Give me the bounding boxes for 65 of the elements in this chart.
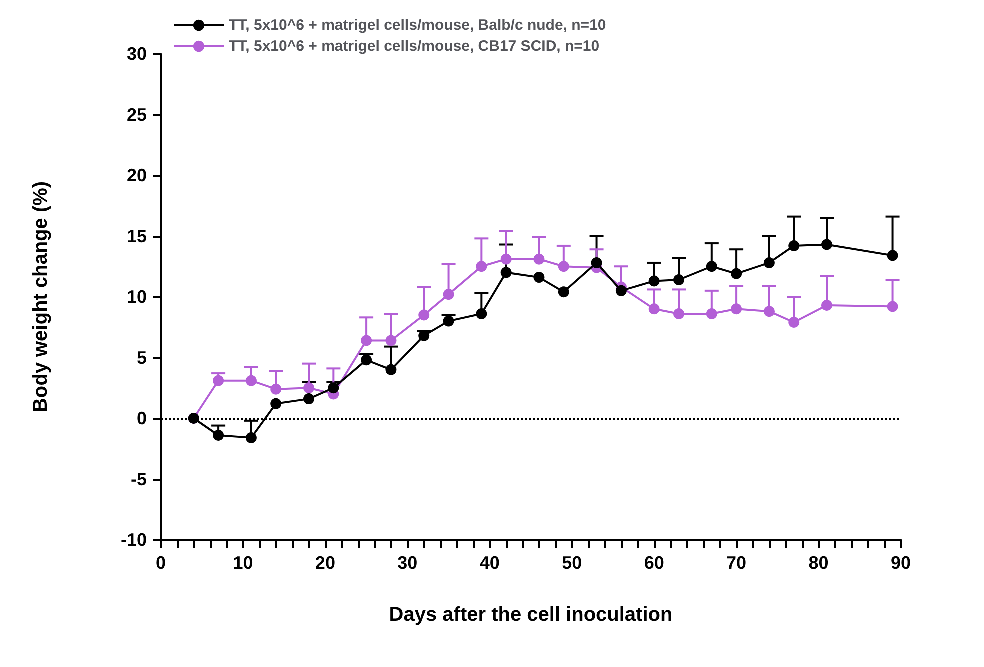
- point: [887, 301, 898, 312]
- point: [246, 375, 257, 386]
- x-tick-label: 60: [644, 553, 664, 573]
- y-tick-label: 15: [126, 226, 147, 246]
- legend-label: TT, 5x10^6 + matrigel cells/mouse, CB17 SCID, n=10: [229, 38, 600, 55]
- point: [386, 335, 397, 346]
- point: [213, 430, 224, 442]
- x-tick-label: 90: [890, 553, 912, 573]
- y-axis-title: Body weight change (%): [30, 181, 52, 413]
- point: [706, 308, 718, 320]
- point: [246, 432, 257, 444]
- point: [822, 239, 832, 250]
- legend-label: TT, 5x10^6 + matrigel cells/mouse, Balb/c nude, n=10: [229, 17, 606, 34]
- point: [304, 382, 314, 394]
- point: [648, 276, 660, 287]
- point: [476, 308, 488, 320]
- point: [788, 240, 800, 252]
- point: [534, 272, 545, 284]
- point: [764, 306, 775, 318]
- x-tick-label: 50: [562, 553, 582, 573]
- x-tick-label: 80: [808, 553, 829, 573]
- point: [764, 257, 775, 268]
- point: [386, 364, 397, 376]
- point: [674, 274, 684, 286]
- y-tick-label: 10: [126, 287, 147, 307]
- point: [361, 354, 372, 366]
- point: [476, 261, 488, 272]
- point: [418, 310, 430, 321]
- point: [674, 308, 684, 320]
- point: [270, 384, 282, 395]
- point: [591, 257, 602, 268]
- point: [213, 375, 224, 386]
- y-tick-label: 20: [126, 166, 147, 186]
- point: [788, 317, 800, 328]
- point: [500, 267, 512, 278]
- point: [443, 316, 454, 327]
- x-tick-label: 0: [156, 553, 166, 573]
- point: [304, 394, 314, 405]
- x-axis-title: Days after the cell inoculation: [389, 604, 673, 626]
- point: [706, 261, 718, 272]
- y-tick-label: -5: [130, 469, 147, 490]
- x-tick-label: 30: [398, 553, 418, 573]
- point: [500, 254, 512, 265]
- point: [731, 304, 742, 315]
- x-tick-label: 40: [480, 553, 500, 573]
- x-tick-label: 20: [315, 553, 336, 573]
- x-tick-label: 10: [233, 553, 254, 573]
- point: [328, 382, 340, 394]
- point: [822, 300, 832, 311]
- y-tick-label: 25: [126, 104, 147, 125]
- y-tick-label: 0: [136, 408, 147, 428]
- point: [558, 286, 570, 298]
- point: [361, 335, 372, 346]
- point: [887, 250, 898, 262]
- point: [534, 254, 545, 265]
- point: [558, 261, 570, 272]
- x-tick-label: 70: [726, 553, 747, 573]
- point: [270, 398, 282, 410]
- point: [616, 285, 627, 296]
- point: [731, 268, 742, 280]
- point: [648, 304, 660, 315]
- point: [443, 289, 454, 300]
- y-tick-label: 5: [136, 348, 147, 368]
- y-tick-label: 30: [126, 44, 147, 64]
- y-tick-label: -10: [120, 530, 147, 550]
